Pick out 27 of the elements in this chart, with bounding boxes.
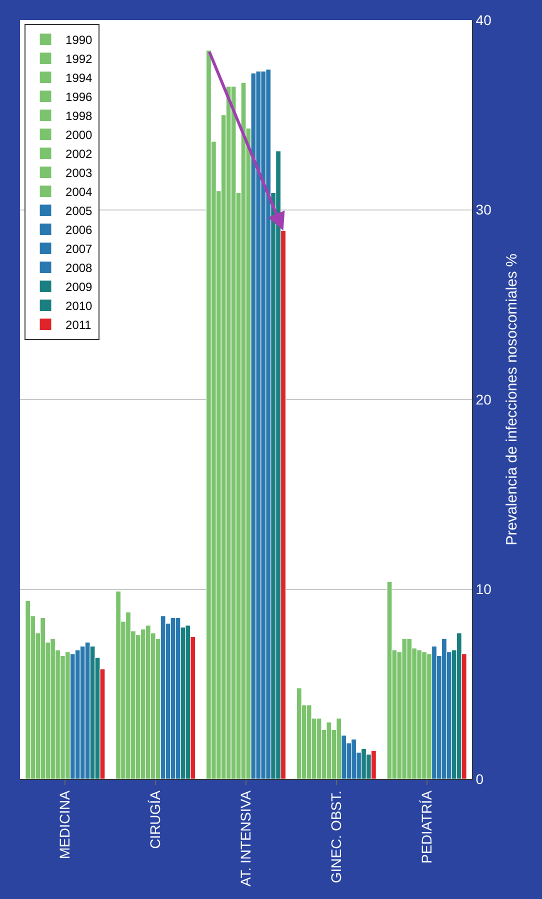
y-tick-label: 30 (476, 202, 492, 218)
legend-label: 2004 (66, 184, 93, 199)
legend-label: 2008 (66, 260, 93, 275)
legend-label: 2000 (66, 128, 93, 142)
legend-label: 2006 (66, 222, 93, 237)
legend-label: 1990 (66, 32, 93, 47)
legend-label: 2011 (66, 318, 92, 332)
legend-label: 2003 (66, 166, 93, 180)
y-tick-label: 0 (476, 770, 484, 787)
legend-label: 1994 (66, 70, 93, 85)
x-tick-label: PEDIATRÍA (418, 790, 434, 864)
legend-label: 1992 (66, 52, 93, 66)
x-tick-label: AT. INTENSIVA (238, 790, 254, 887)
legend-label: 2005 (66, 204, 93, 218)
y-axis-title: Prevalencia de infecciones nosocomiales % (504, 254, 521, 546)
legend-label: 1996 (66, 90, 93, 104)
x-tick-label: MEDICINA (56, 790, 73, 860)
legend-label: 2010 (66, 298, 93, 313)
x-tick-label: CIRUGÍA (147, 790, 164, 849)
y-tick-label: 20 (476, 391, 492, 408)
y-tick-label: 10 (476, 581, 492, 598)
legend-label: 2009 (66, 280, 93, 294)
legend-label: 1998 (66, 108, 93, 123)
y-tick-label: 40 (476, 12, 492, 28)
x-tick-label: GINEC. OBST. (328, 790, 344, 884)
legend-label: 2007 (66, 242, 93, 256)
legend-label: 2002 (66, 146, 93, 161)
